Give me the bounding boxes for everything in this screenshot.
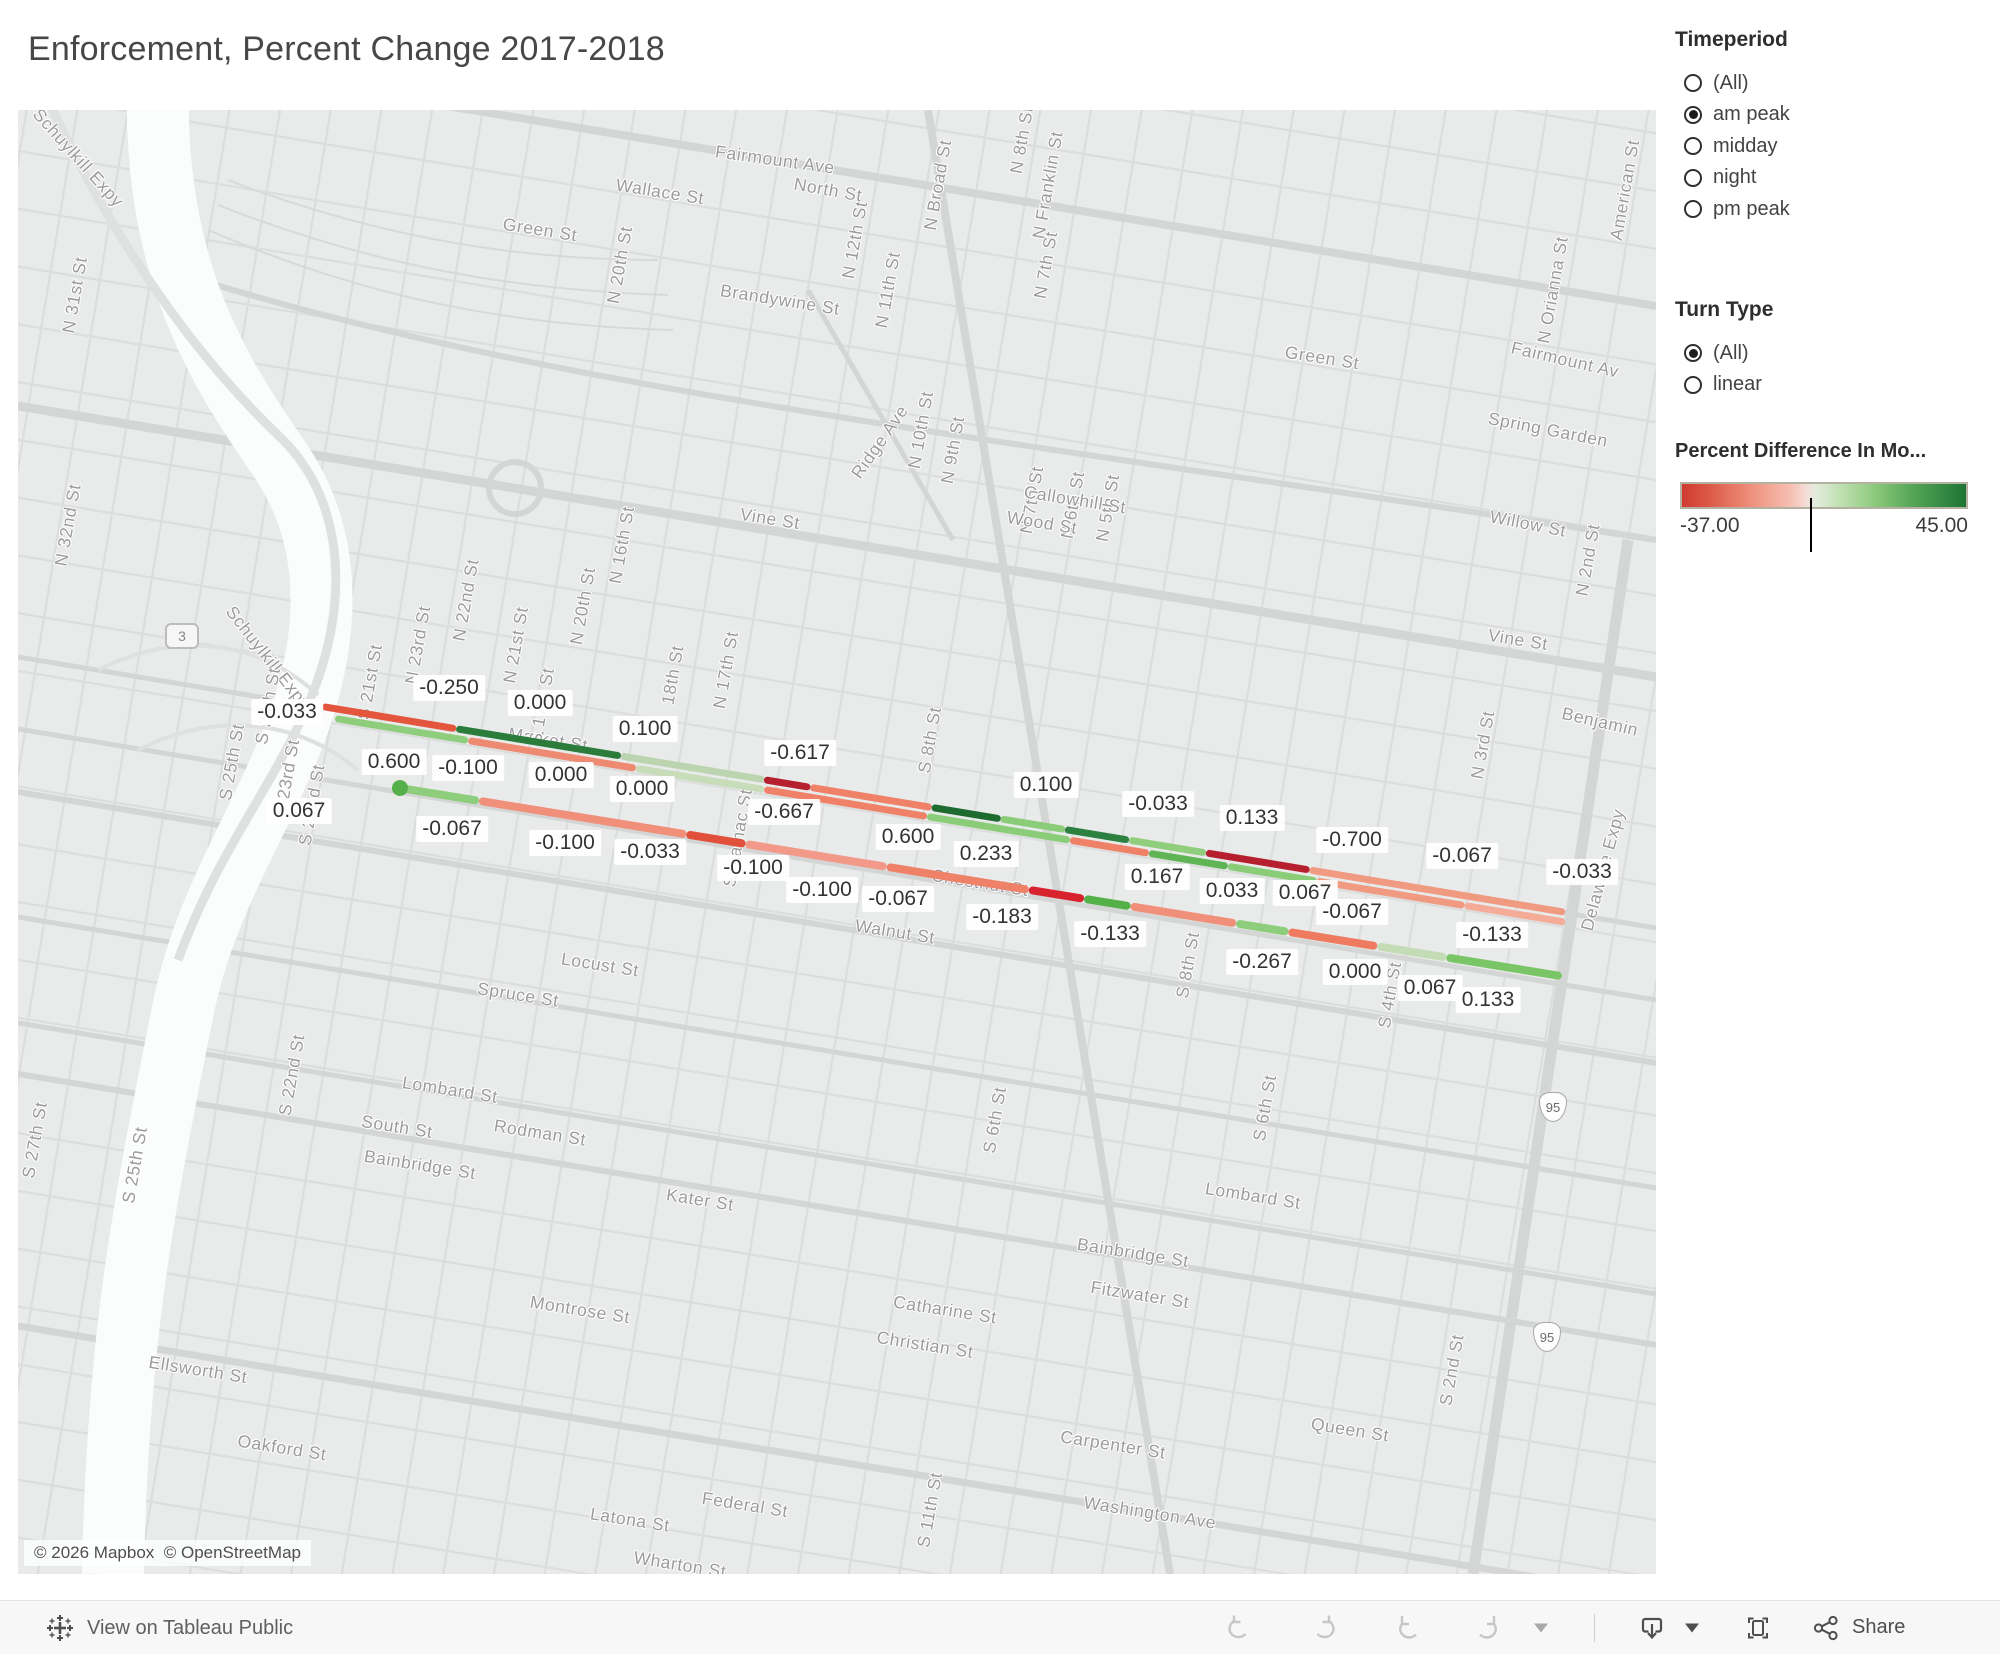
radio-label: am peak	[1713, 103, 1790, 125]
timeperiod-option--all-[interactable]: (All)	[1684, 68, 1749, 98]
data-value-label: -0.250	[413, 675, 485, 701]
radio-icon	[1684, 137, 1702, 155]
data-value-label: -0.067	[862, 886, 934, 912]
data-value-label: 0.000	[507, 690, 573, 716]
data-value-label: -0.033	[1546, 859, 1618, 885]
legend-gradient-bar	[1680, 482, 1968, 509]
data-value-label: -0.067	[1316, 899, 1388, 925]
radio-icon	[1684, 168, 1702, 187]
radio-label: linear	[1713, 373, 1762, 395]
data-value-label: 0.133	[1219, 805, 1285, 831]
data-value-label: 0.067	[1397, 975, 1463, 1001]
share-button[interactable]: Share	[1852, 1616, 1906, 1638]
data-value-label: 0.067	[266, 798, 332, 824]
turn-type-option--all-[interactable]: (All)	[1684, 338, 1749, 368]
timeperiod-option-pm-peak[interactable]: pm peak	[1684, 194, 1790, 224]
map-canvas[interactable]: © 2026 Mapbox © OpenStreetMap Schuylkill…	[18, 110, 1656, 1574]
data-value-label: 0.000	[609, 776, 675, 802]
data-value-label: 0.100	[1013, 772, 1079, 798]
radio-icon	[1684, 344, 1702, 362]
radio-icon	[1684, 105, 1702, 124]
data-value-label: 0.233	[953, 841, 1019, 867]
data-value-label: 0.600	[361, 749, 427, 775]
radio-label: night	[1713, 166, 1757, 188]
data-value-label: 0.000	[1322, 959, 1388, 985]
data-value-label: 0.000	[528, 762, 594, 788]
legend-max-value: 45.00	[1915, 514, 1968, 537]
data-value-label: -0.617	[764, 740, 836, 766]
data-value-label: -0.033	[251, 699, 323, 725]
timeperiod-option-midday[interactable]: midday	[1684, 131, 1777, 161]
download-dropdown-caret[interactable]	[1685, 1623, 1699, 1632]
data-value-label: -0.100	[432, 755, 504, 781]
data-value-label: 0.133	[1455, 987, 1521, 1013]
data-value-label: 0.167	[1124, 864, 1190, 890]
data-value-label: -0.067	[416, 816, 488, 842]
undo-button[interactable]	[1224, 1612, 1256, 1644]
legend-min-value: -37.00	[1680, 514, 1740, 537]
radio-label: pm peak	[1713, 197, 1790, 220]
legend-title: Percent Difference In Mo...	[1675, 440, 1927, 462]
data-value-label: 0.100	[612, 716, 678, 742]
redo-button[interactable]	[1307, 1612, 1339, 1644]
route-shield-3: 3	[165, 623, 199, 649]
radio-label: (All)	[1713, 341, 1749, 364]
data-value-label: -0.067	[1426, 843, 1498, 869]
bottom-toolbar: View on Tableau Public	[0, 1600, 2000, 1654]
view-on-tableau-public-button[interactable]: View on Tableau Public	[46, 1601, 293, 1654]
radio-icon	[1684, 200, 1702, 218]
refresh-dropdown-caret[interactable]	[1534, 1623, 1548, 1632]
data-value-label: -0.033	[1122, 791, 1194, 817]
timeperiod-heading: Timeperiod	[1675, 28, 1788, 51]
tableau-logo-icon	[47, 1615, 73, 1641]
data-value-label: -0.700	[1316, 827, 1388, 853]
share-icon[interactable]	[1810, 1612, 1842, 1644]
turn-type-option-linear[interactable]: linear	[1684, 370, 1762, 400]
data-value-label: -0.033	[614, 839, 686, 865]
download-button[interactable]	[1636, 1612, 1668, 1644]
filter-panel: Timeperiod (All) am peak midday night pm pea…	[1662, 0, 1998, 1600]
timeperiod-option-am-peak[interactable]: am peak	[1684, 100, 1790, 130]
data-value-label: 0.600	[875, 824, 941, 850]
fullscreen-button[interactable]	[1742, 1612, 1774, 1644]
map-attribution[interactable]: © 2026 Mapbox © OpenStreetMap	[24, 1540, 311, 1566]
radio-icon	[1684, 375, 1702, 394]
data-value-label: -0.183	[966, 904, 1038, 930]
data-value-label: -0.100	[786, 877, 858, 903]
data-value-label: -0.267	[1226, 949, 1298, 975]
view-on-tableau-public-label: View on Tableau Public	[87, 1616, 294, 1639]
data-value-label: 0.033	[1199, 878, 1265, 904]
refresh-button[interactable]	[1470, 1612, 1502, 1644]
data-value-label: -0.133	[1074, 921, 1146, 947]
toolbar-divider	[1594, 1614, 1595, 1642]
data-value-label: -0.133	[1456, 922, 1528, 948]
turn-type-heading: Turn Type	[1675, 298, 1774, 321]
legend-zero-tick	[1809, 498, 1812, 552]
page-title: Enforcement, Percent Change 2017-2018	[28, 30, 665, 68]
timeperiod-option-night[interactable]: night	[1684, 163, 1756, 193]
data-value-label: -0.100	[717, 855, 789, 881]
reset-button[interactable]	[1394, 1612, 1426, 1644]
radio-icon	[1684, 74, 1702, 92]
radio-label: midday	[1713, 134, 1778, 157]
data-value-label: -0.667	[748, 799, 820, 825]
data-value-label: -0.100	[529, 830, 601, 856]
radio-label: (All)	[1713, 71, 1749, 94]
